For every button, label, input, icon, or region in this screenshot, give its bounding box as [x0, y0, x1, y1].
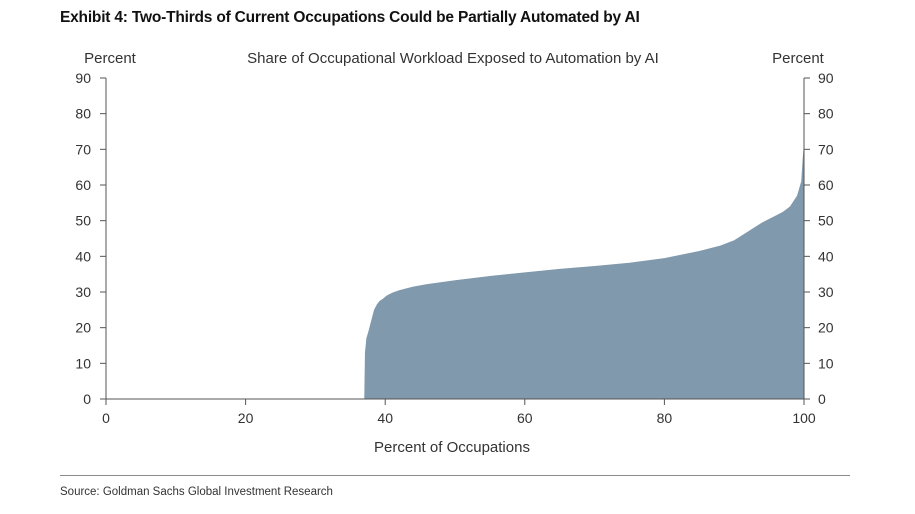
y-axis-label-right: Percent [772, 50, 825, 67]
exposure-area [106, 142, 804, 399]
y-tick-label-left: 80 [75, 106, 91, 122]
x-tick-label: 0 [102, 410, 110, 426]
y-axis-label-left: Percent [84, 50, 137, 67]
y-tick-label-right: 50 [818, 213, 834, 229]
y-tick-label-right: 90 [818, 70, 834, 86]
y-tick-label-left: 70 [75, 141, 91, 157]
y-tick-label-right: 80 [818, 106, 834, 122]
y-tick-label-left: 50 [75, 213, 91, 229]
x-axis-label: Percent of Occupations [374, 439, 530, 456]
y-tick-label-left: 90 [75, 70, 91, 86]
y-tick-label-left: 10 [75, 355, 91, 371]
y-tick-label-right: 10 [818, 355, 834, 371]
x-tick-label: 20 [238, 410, 254, 426]
exhibit-title: Exhibit 4: Two-Thirds of Current Occupat… [60, 9, 640, 26]
x-tick-label: 40 [377, 410, 393, 426]
source-note: Source: Goldman Sachs Global Investment … [60, 486, 333, 498]
y-tick-label-right: 30 [818, 284, 834, 300]
x-tick-label: 80 [657, 410, 673, 426]
y-tick-label-left: 60 [75, 177, 91, 193]
y-tick-label-left: 40 [75, 248, 91, 264]
chart-title: Share of Occupational Workload Exposed t… [247, 50, 659, 67]
y-tick-label-left: 20 [75, 320, 91, 336]
y-tick-label-right: 40 [818, 248, 834, 264]
y-tick-label-right: 60 [818, 177, 834, 193]
y-tick-label-right: 20 [818, 320, 834, 336]
y-tick-label-right: 70 [818, 141, 834, 157]
y-tick-label-left: 30 [75, 284, 91, 300]
y-tick-label-left: 0 [83, 391, 91, 407]
x-tick-label: 100 [792, 410, 816, 426]
chart: Share of Occupational Workload Exposed t… [75, 50, 834, 456]
y-tick-label-right: 0 [818, 391, 826, 407]
footer-divider [60, 475, 850, 476]
x-tick-label: 60 [517, 410, 533, 426]
